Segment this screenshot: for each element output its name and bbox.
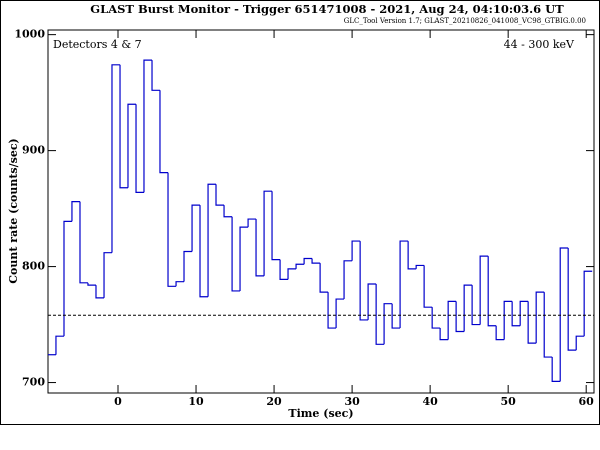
histogram-step [359, 241, 369, 321]
histogram-step [335, 298, 345, 329]
histogram-step [319, 263, 329, 293]
histogram-step [183, 250, 193, 282]
histogram-step [327, 292, 337, 329]
histogram-step [399, 240, 409, 329]
histogram-step [151, 60, 160, 91]
chart-title: GLAST Burst Monitor - Trigger 651471008 … [90, 2, 564, 16]
y-tick-label: 800 [22, 260, 45, 273]
histogram-step [415, 264, 425, 269]
histogram-step [479, 255, 489, 325]
histogram-step [119, 64, 128, 189]
histogram-step [543, 292, 553, 358]
histogram-step [455, 301, 465, 333]
histogram-step [567, 248, 577, 351]
y-axis-label: Count rate (counts/sec) [7, 138, 20, 283]
histogram-step [143, 59, 153, 193]
histogram-step [295, 263, 305, 269]
histogram-step [95, 285, 105, 299]
x-tick-label: 10 [188, 395, 204, 408]
histogram-step [583, 270, 593, 337]
plot-frame [47, 29, 595, 394]
histogram-step [351, 240, 361, 261]
histogram-step [255, 219, 265, 277]
frame [0, 0, 600, 425]
histogram-step [55, 335, 64, 355]
x-tick-label: 50 [501, 395, 517, 408]
histogram-step [311, 258, 321, 264]
x-tick-label: 0 [114, 395, 122, 408]
histogram-step [231, 216, 241, 292]
histogram-step [423, 265, 433, 308]
histogram-step [439, 328, 449, 341]
histogram-step [519, 300, 529, 326]
histogram-step [223, 205, 233, 218]
histogram-step [167, 172, 177, 287]
histogram-step [375, 283, 385, 345]
histogram-step [135, 104, 144, 193]
x-tick-label: 60 [579, 395, 595, 408]
histogram-step [191, 204, 201, 252]
histogram-step [175, 281, 185, 287]
histogram-step [79, 201, 88, 284]
histogram-step [263, 190, 273, 276]
histogram-step [247, 218, 257, 228]
histogram-step [495, 325, 505, 341]
histogram-step [215, 184, 225, 206]
annotation: Detectors 4 & 7 [53, 38, 142, 51]
histogram-step [575, 335, 585, 351]
histogram-step [279, 259, 289, 280]
histogram-step [503, 300, 513, 340]
histogram-step [471, 285, 481, 326]
histogram-step [303, 257, 313, 265]
x-tick-label: 20 [266, 395, 282, 408]
histogram-step [127, 103, 137, 188]
histogram-step [199, 205, 209, 298]
histogram-step [391, 303, 401, 329]
histogram-step [207, 183, 217, 297]
histogram-step [287, 268, 297, 280]
histogram-step [487, 256, 497, 327]
histogram-step [447, 300, 457, 340]
y-tick-label: 700 [22, 376, 45, 389]
histogram-step [239, 226, 249, 291]
histogram-step [367, 283, 377, 320]
histogram-step [559, 247, 569, 382]
histogram-step [111, 64, 121, 253]
histogram-step [535, 291, 545, 344]
histogram-step [103, 252, 112, 298]
y-tick-label: 1000 [14, 28, 45, 41]
histogram-step [431, 307, 441, 329]
histogram-step [87, 282, 96, 286]
x-tick-label: 30 [344, 395, 360, 408]
histogram-step [551, 357, 561, 383]
chart-subtitle: GLC_Tool Version 1.7; GLAST_20210826_041… [344, 17, 586, 25]
histogram-step [159, 90, 169, 174]
histogram-step [63, 220, 72, 337]
x-axis-label: Time (sec) [288, 407, 353, 420]
histogram-step [271, 191, 281, 261]
histogram-step [407, 241, 417, 270]
histogram-step [343, 260, 353, 300]
histogram-step [463, 284, 473, 332]
histogram-step [511, 301, 521, 327]
histogram-step [71, 201, 80, 222]
x-tick-label: 40 [422, 395, 438, 408]
annotation: 44 - 300 keV [504, 38, 575, 51]
histogram-step [383, 303, 393, 345]
y-tick-label: 900 [22, 144, 45, 157]
